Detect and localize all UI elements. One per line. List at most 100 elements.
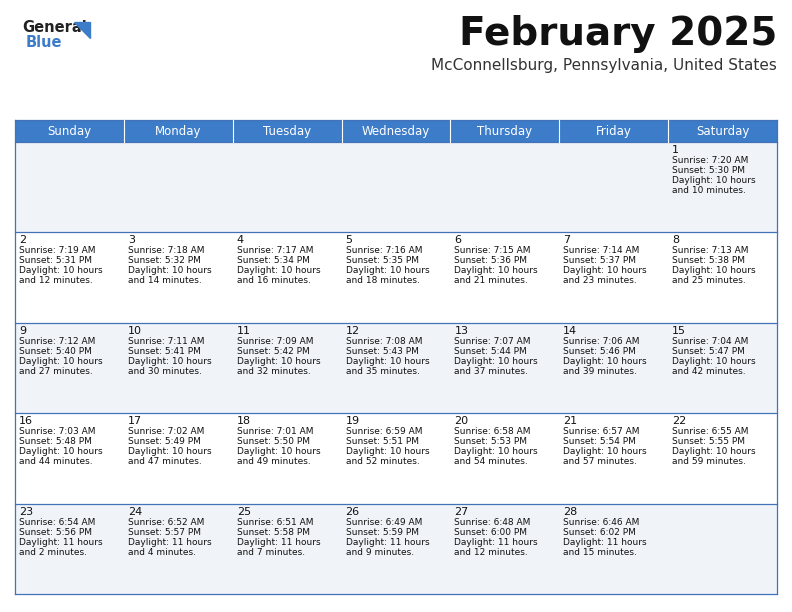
Bar: [451, 413, 559, 504]
Bar: [233, 233, 341, 323]
Text: and 21 minutes.: and 21 minutes.: [455, 277, 528, 285]
Text: and 37 minutes.: and 37 minutes.: [455, 367, 528, 376]
Bar: [15, 323, 124, 413]
Text: Daylight: 11 hours: Daylight: 11 hours: [19, 537, 103, 547]
Text: Daylight: 10 hours: Daylight: 10 hours: [19, 266, 103, 275]
Text: and 32 minutes.: and 32 minutes.: [237, 367, 310, 376]
Text: Sunset: 5:48 PM: Sunset: 5:48 PM: [19, 437, 92, 446]
Text: Sunset: 5:54 PM: Sunset: 5:54 PM: [563, 437, 636, 446]
Text: 23: 23: [19, 507, 33, 517]
Text: Sunset: 6:00 PM: Sunset: 6:00 PM: [455, 528, 527, 537]
Text: and 57 minutes.: and 57 minutes.: [563, 457, 637, 466]
Text: Blue: Blue: [26, 35, 63, 50]
Text: Sunset: 5:49 PM: Sunset: 5:49 PM: [128, 437, 200, 446]
Text: Thursday: Thursday: [478, 124, 532, 138]
Bar: [668, 233, 777, 323]
Bar: [451, 233, 559, 323]
Text: 26: 26: [345, 507, 360, 517]
Bar: [341, 233, 451, 323]
Bar: [559, 142, 668, 233]
Text: Sunrise: 7:02 AM: Sunrise: 7:02 AM: [128, 427, 204, 436]
Bar: [15, 413, 124, 504]
Text: Daylight: 10 hours: Daylight: 10 hours: [237, 447, 320, 456]
Text: Sunrise: 6:46 AM: Sunrise: 6:46 AM: [563, 518, 640, 526]
Bar: [341, 142, 451, 233]
Bar: [668, 120, 777, 142]
Text: Daylight: 10 hours: Daylight: 10 hours: [563, 447, 647, 456]
Text: 13: 13: [455, 326, 468, 336]
Text: Daylight: 10 hours: Daylight: 10 hours: [19, 357, 103, 366]
Text: and 16 minutes.: and 16 minutes.: [237, 277, 310, 285]
Text: 2: 2: [19, 236, 26, 245]
Text: Daylight: 10 hours: Daylight: 10 hours: [128, 447, 211, 456]
Text: 3: 3: [128, 236, 135, 245]
Text: Sunrise: 6:57 AM: Sunrise: 6:57 AM: [563, 427, 640, 436]
Text: Daylight: 10 hours: Daylight: 10 hours: [455, 357, 538, 366]
Bar: [124, 120, 233, 142]
Bar: [15, 504, 124, 594]
Text: and 9 minutes.: and 9 minutes.: [345, 548, 413, 556]
Bar: [15, 120, 124, 142]
Text: 19: 19: [345, 416, 360, 426]
Text: and 12 minutes.: and 12 minutes.: [455, 548, 528, 556]
Text: McConnellsburg, Pennsylvania, United States: McConnellsburg, Pennsylvania, United Sta…: [431, 58, 777, 73]
Text: Sunrise: 7:16 AM: Sunrise: 7:16 AM: [345, 247, 422, 255]
Bar: [124, 233, 233, 323]
Text: Sunset: 5:51 PM: Sunset: 5:51 PM: [345, 437, 418, 446]
Text: Sunset: 5:42 PM: Sunset: 5:42 PM: [237, 347, 310, 356]
Text: Sunrise: 7:18 AM: Sunrise: 7:18 AM: [128, 247, 204, 255]
Bar: [233, 504, 341, 594]
Bar: [668, 504, 777, 594]
Text: and 4 minutes.: and 4 minutes.: [128, 548, 196, 556]
Text: Daylight: 10 hours: Daylight: 10 hours: [672, 447, 756, 456]
Text: Sunrise: 7:01 AM: Sunrise: 7:01 AM: [237, 427, 313, 436]
Polygon shape: [74, 22, 90, 38]
Text: Sunrise: 7:12 AM: Sunrise: 7:12 AM: [19, 337, 95, 346]
Text: Sunset: 5:30 PM: Sunset: 5:30 PM: [672, 166, 745, 175]
Text: Sunrise: 7:14 AM: Sunrise: 7:14 AM: [563, 247, 640, 255]
Text: 28: 28: [563, 507, 577, 517]
Text: Daylight: 10 hours: Daylight: 10 hours: [563, 266, 647, 275]
Bar: [341, 323, 451, 413]
Text: and 2 minutes.: and 2 minutes.: [19, 548, 87, 556]
Bar: [668, 142, 777, 233]
Text: and 25 minutes.: and 25 minutes.: [672, 277, 746, 285]
Text: Sunrise: 7:06 AM: Sunrise: 7:06 AM: [563, 337, 640, 346]
Text: 10: 10: [128, 326, 142, 336]
Text: Daylight: 10 hours: Daylight: 10 hours: [345, 447, 429, 456]
Text: and 35 minutes.: and 35 minutes.: [345, 367, 420, 376]
Text: Sunset: 5:47 PM: Sunset: 5:47 PM: [672, 347, 745, 356]
Text: Sunset: 5:56 PM: Sunset: 5:56 PM: [19, 528, 92, 537]
Text: Sunset: 5:59 PM: Sunset: 5:59 PM: [345, 528, 418, 537]
Bar: [124, 504, 233, 594]
Bar: [668, 323, 777, 413]
Text: Sunset: 5:53 PM: Sunset: 5:53 PM: [455, 437, 527, 446]
Text: and 52 minutes.: and 52 minutes.: [345, 457, 419, 466]
Text: Daylight: 10 hours: Daylight: 10 hours: [128, 266, 211, 275]
Text: 9: 9: [19, 326, 26, 336]
Text: 4: 4: [237, 236, 244, 245]
Text: Daylight: 11 hours: Daylight: 11 hours: [345, 537, 429, 547]
Text: Saturday: Saturday: [696, 124, 749, 138]
Text: Sunset: 5:40 PM: Sunset: 5:40 PM: [19, 347, 92, 356]
Text: Daylight: 11 hours: Daylight: 11 hours: [455, 537, 538, 547]
Bar: [451, 504, 559, 594]
Text: 27: 27: [455, 507, 469, 517]
Text: Sunday: Sunday: [48, 124, 92, 138]
Text: 8: 8: [672, 236, 680, 245]
Text: and 39 minutes.: and 39 minutes.: [563, 367, 637, 376]
Text: Sunset: 5:37 PM: Sunset: 5:37 PM: [563, 256, 636, 266]
Text: Sunset: 5:58 PM: Sunset: 5:58 PM: [237, 528, 310, 537]
Text: General: General: [22, 20, 87, 35]
Text: Sunset: 5:55 PM: Sunset: 5:55 PM: [672, 437, 745, 446]
Text: Daylight: 11 hours: Daylight: 11 hours: [128, 537, 211, 547]
Bar: [559, 323, 668, 413]
Text: Sunrise: 6:55 AM: Sunrise: 6:55 AM: [672, 427, 748, 436]
Text: and 30 minutes.: and 30 minutes.: [128, 367, 202, 376]
Text: Sunset: 5:31 PM: Sunset: 5:31 PM: [19, 256, 92, 266]
Text: Sunrise: 6:48 AM: Sunrise: 6:48 AM: [455, 518, 531, 526]
Text: Daylight: 10 hours: Daylight: 10 hours: [672, 266, 756, 275]
Text: 1: 1: [672, 145, 680, 155]
Text: Daylight: 10 hours: Daylight: 10 hours: [672, 357, 756, 366]
Text: Daylight: 10 hours: Daylight: 10 hours: [672, 176, 756, 185]
